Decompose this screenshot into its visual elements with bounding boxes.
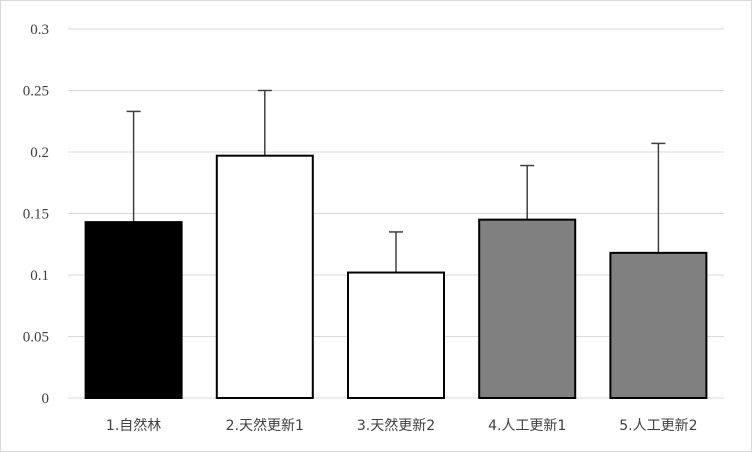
y-tick-label: 0.3 [30, 22, 49, 38]
bar [347, 271, 445, 400]
y-tick-label: 0.15 [23, 207, 49, 223]
x-tick-label: 4.人工更新1 [488, 418, 566, 434]
y-tick-label: 0.05 [23, 330, 49, 346]
bar [609, 251, 708, 399]
y-tick-label: 0.2 [30, 145, 49, 161]
bar [84, 221, 183, 399]
bar [215, 154, 314, 399]
x-tick-label: 2.天然更新1 [226, 417, 304, 434]
y-tick-label: 0.25 [23, 84, 49, 100]
y-tick-label: 0.1 [30, 268, 49, 284]
x-tick-label: 5.人工更新2 [619, 418, 697, 434]
y-tick-label: 0 [42, 391, 50, 407]
x-tick-label: 1.自然林 [106, 417, 161, 434]
x-tick-label: 3.天然更新2 [357, 417, 435, 434]
bar [478, 218, 577, 399]
